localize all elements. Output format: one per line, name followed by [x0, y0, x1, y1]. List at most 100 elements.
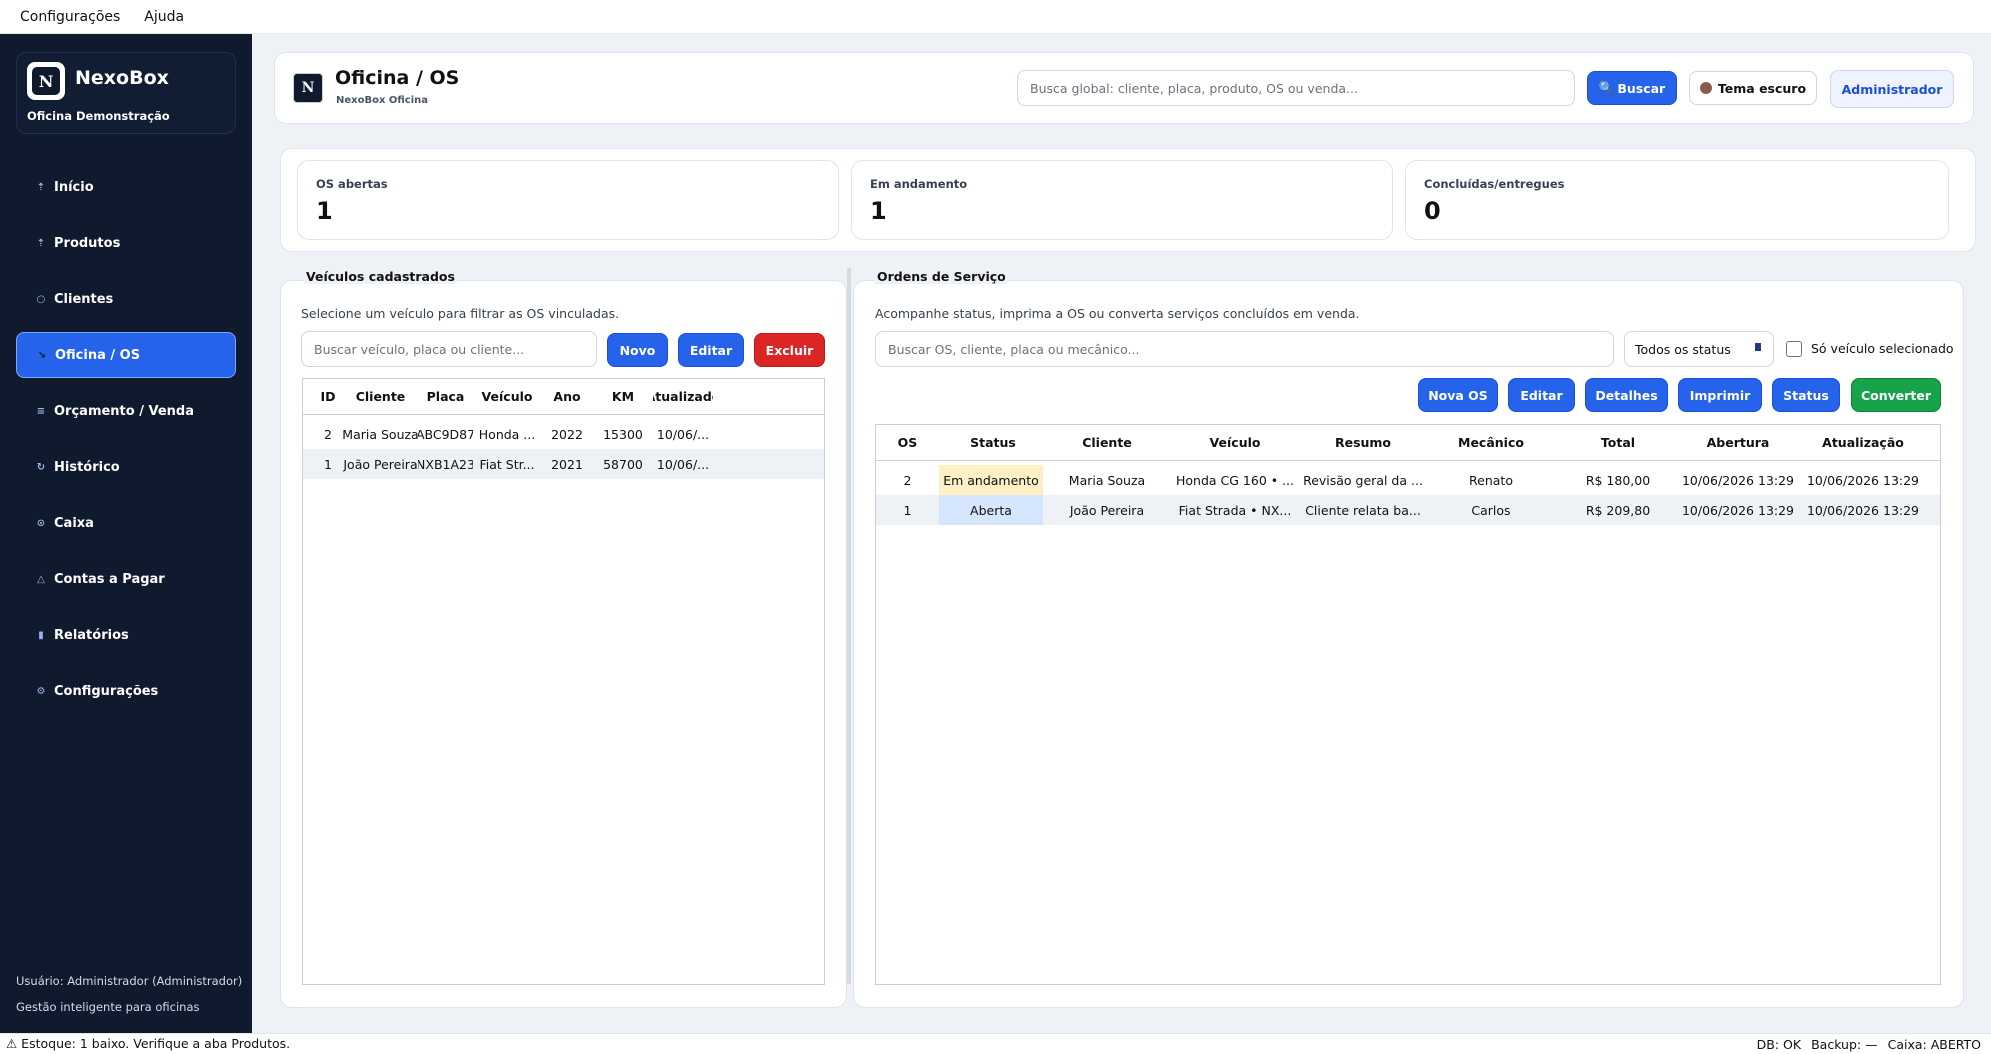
vehicle-search-input[interactable]: [301, 331, 597, 367]
column-header[interactable]: Atualização: [1822, 435, 1904, 450]
table-row[interactable]: 2 Maria Souza ABC9D87 Honda ... 2022 15300 10/…: [303, 419, 824, 449]
stock-warning: ⚠ Estoque: 1 baixo. Verifique a aba Prod…: [6, 1036, 291, 1051]
edit-order-button[interactable]: Editar: [1508, 378, 1575, 412]
sidebar-item-label: Relatórios: [54, 627, 129, 643]
sidebar-item-in-cio[interactable]: ⇡ Início: [16, 164, 236, 210]
status-filter-select[interactable]: Todos os status: [1624, 331, 1774, 367]
stat-label: Em andamento: [870, 177, 968, 191]
home-icon: ⇡: [36, 181, 46, 193]
stat-value: 1: [316, 197, 333, 225]
column-header[interactable]: Resumo: [1334, 435, 1392, 450]
dark-theme-button[interactable]: Tema escuro: [1689, 71, 1817, 105]
dropdown-arrow-icon: [1755, 343, 1761, 351]
column-header[interactable]: Veículo: [481, 389, 533, 404]
column-header[interactable]: Ano: [553, 389, 581, 404]
column-header[interactable]: ID: [320, 389, 336, 404]
only-selected-checkbox[interactable]: [1786, 341, 1802, 357]
table-row[interactable]: 1 João Pereira NXB1A23 Fiat Str... 2021 58700…: [303, 449, 824, 479]
app-logo: N: [27, 62, 65, 100]
search-icon: 🔍: [1598, 80, 1615, 95]
box-icon: ⇡: [36, 237, 46, 249]
sidebar-item-hist-rico[interactable]: ↻ Histórico: [16, 444, 236, 490]
column-header[interactable]: Veículo: [1209, 435, 1261, 450]
column-header[interactable]: OS: [897, 435, 918, 450]
column-header[interactable]: Cliente: [1082, 435, 1132, 450]
panel-splitter[interactable]: [847, 268, 851, 984]
sidebar-item-oficina-os[interactable]: ↘ Oficina / OS: [16, 332, 236, 378]
table-cell: Fiat Str...: [479, 456, 535, 472]
status-bar: ⚠ Estoque: 1 baixo. Verifique a aba Prod…: [0, 1033, 1991, 1054]
table-cell: João Pereira: [1069, 502, 1145, 518]
orders-title: Ordens de Serviço: [875, 269, 1008, 284]
sidebar-item-label: Início: [54, 179, 94, 195]
table-cell: 2: [324, 426, 332, 442]
print-button[interactable]: Imprimir: [1678, 378, 1762, 412]
table-cell: Fiat Strada • NX...: [1178, 502, 1292, 518]
table-cell: 58700: [603, 456, 643, 472]
brand-name: NexoBox: [75, 67, 169, 89]
column-header[interactable]: Total: [1600, 435, 1636, 450]
table-row[interactable]: 1 Aberta João Pereira Fiat Strada • NX... Cl…: [876, 495, 1940, 525]
global-search-input[interactable]: [1017, 70, 1575, 106]
table-cell: NXB1A23: [418, 456, 473, 472]
menu-ajuda[interactable]: Ajuda: [144, 8, 185, 25]
table-cell: Renato: [1469, 472, 1513, 488]
convert-button[interactable]: Converter: [1851, 378, 1941, 412]
table-cell: 10/06/...: [656, 426, 710, 442]
delete-vehicle-button[interactable]: Excluir: [754, 333, 825, 367]
stat-in-progress: Em andamento 1: [851, 160, 1393, 240]
sidebar-item-caixa[interactable]: ⊙ Caixa: [16, 500, 236, 546]
column-header[interactable]: Placa: [426, 389, 465, 404]
sidebar-item-contas-a-pagar[interactable]: △ Contas a Pagar: [16, 556, 236, 602]
column-header[interactable]: Status: [970, 435, 1016, 450]
vehicles-hint: Selecione um veículo para filtrar as OS …: [301, 306, 620, 321]
edit-vehicle-button[interactable]: Editar: [678, 333, 744, 367]
new-order-button[interactable]: Nova OS: [1418, 378, 1498, 412]
backup-status: Backup: —: [1811, 1037, 1878, 1052]
column-header[interactable]: Atualizado: [653, 389, 713, 404]
sidebar-item-configura-es[interactable]: ⚙ Configurações: [16, 668, 236, 714]
orders-table-header: OS Status Cliente Veículo Resumo Mecânico Tota…: [876, 425, 1940, 461]
new-vehicle-button[interactable]: Novo: [607, 333, 668, 367]
details-button[interactable]: Detalhes: [1585, 378, 1668, 412]
sidebar-item-label: Histórico: [54, 459, 120, 475]
sidebar-item-relat-rios[interactable]: ▮ Relatórios: [16, 612, 236, 658]
menu-configuracoes[interactable]: Configurações: [20, 8, 121, 25]
table-cell: 10/06/...: [656, 456, 710, 472]
sidebar-item-produtos[interactable]: ⇡ Produtos: [16, 220, 236, 266]
search-button[interactable]: 🔍 Buscar: [1587, 71, 1677, 105]
sidebar-item-clientes[interactable]: ○ Clientes: [16, 276, 236, 322]
sidebar-item-or-amento-venda[interactable]: ≡ Orçamento / Venda: [16, 388, 236, 434]
table-row[interactable]: 2 Em andamento Maria Souza Honda CG 160 • .…: [876, 465, 1940, 495]
vehicles-table-header: ID Cliente Placa Veículo Ano KM Atualizado: [303, 379, 824, 415]
table-cell: Honda ...: [478, 426, 536, 442]
alert-triangle-icon: △: [37, 573, 45, 585]
history-icon: ↻: [36, 461, 46, 473]
theme-icon: [1699, 82, 1712, 94]
column-header[interactable]: KM: [611, 389, 635, 404]
admin-button[interactable]: Administrador: [1830, 70, 1954, 108]
list-icon: ≡: [36, 405, 46, 417]
table-cell: R$ 209,80: [1585, 502, 1651, 518]
table-cell: R$ 180,00: [1585, 472, 1651, 488]
column-header[interactable]: Abertura: [1706, 435, 1770, 450]
wrench-icon: ↘: [37, 349, 47, 361]
table-cell: Maria Souza: [1068, 472, 1146, 488]
orders-table-body: 2 Em andamento Maria Souza Honda CG 160 • .…: [876, 461, 1940, 525]
order-search-input[interactable]: [875, 331, 1614, 367]
bar-chart-icon: ▮: [38, 629, 44, 641]
sidebar-item-label: Configurações: [54, 683, 159, 699]
column-header[interactable]: Cliente: [355, 389, 406, 404]
table-cell: Cliente relata ba...: [1305, 502, 1421, 518]
table-cell: 2021: [551, 456, 583, 472]
brand-card: N NexoBox Oficina Demonstração: [16, 52, 236, 134]
column-header[interactable]: Mecânico: [1458, 435, 1524, 450]
user-info: Usuário: Administrador (Administrador): [16, 974, 243, 988]
page-subtitle: NexoBox Oficina: [336, 95, 429, 106]
status-button[interactable]: Status: [1772, 378, 1840, 412]
sidebar-item-label: Caixa: [54, 515, 94, 531]
page-header: N Oficina / OS NexoBox Oficina 🔍Buscar T…: [274, 52, 1974, 124]
sidebar-item-label: Oficina / OS: [55, 347, 141, 363]
table-cell: 1: [324, 456, 332, 472]
stat-completed: Concluídas/entregues 0: [1405, 160, 1949, 240]
